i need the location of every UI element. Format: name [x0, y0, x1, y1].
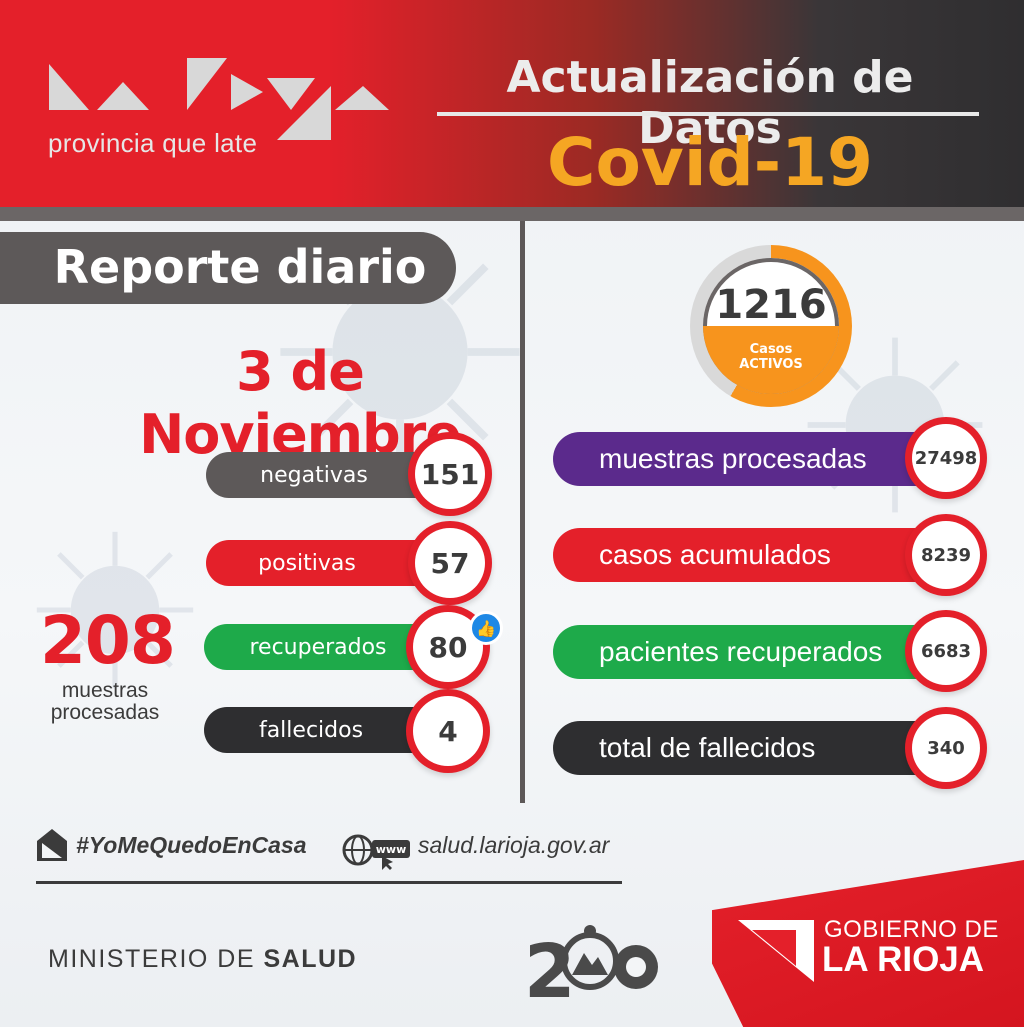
gobierno-line2: LA RIOJA: [822, 940, 985, 979]
cum-muestras-value: 27498: [915, 427, 977, 489]
globe-www-icon: [342, 834, 410, 870]
report-banner: [0, 232, 456, 304]
ministry-name: MINISTERIO DE SALUD: [48, 945, 357, 974]
www-label-svg: www: [376, 843, 407, 856]
cum-casos-pill: casos acumulados: [553, 528, 943, 582]
daily-negativas-label: negativas: [260, 462, 368, 488]
active-cases-value: 1216: [715, 282, 827, 328]
page-title: Actualización de Datos: [506, 52, 914, 154]
logo-subtitle: provincia que late: [48, 128, 258, 158]
header-banner: [0, 0, 1024, 207]
cum-muestras-pill: muestras procesadas: [553, 432, 943, 486]
footer-divider: [36, 881, 622, 884]
daily-fallecidos-pill: fallecidos: [204, 707, 442, 753]
cum-recuperados-value: 6683: [915, 620, 977, 682]
cum-recuperados-pill: pacientes recuperados: [553, 625, 943, 679]
cum-recuperados-label: pacientes recuperados: [599, 636, 883, 667]
cum-casos-value: 8239: [915, 524, 977, 586]
panel-divider: [520, 221, 525, 803]
cum-fallecidos-label: total de fallecidos: [599, 732, 816, 763]
active-cases-label-line1: Casos: [749, 342, 793, 357]
virus-icon: [36, 531, 194, 689]
www-label: www: [376, 843, 407, 856]
thumbs-up-icon: 👍: [469, 611, 503, 645]
header-bottom-strip: [0, 207, 1024, 221]
report-banner-label: Reporte diario: [53, 240, 427, 294]
house-hashtag-icon: [37, 829, 67, 861]
daily-positivas-value: 57: [418, 531, 482, 595]
active-cases-label: Casos ACTIVOS: [703, 342, 839, 372]
daily-recuperados-pill: recuperados: [204, 624, 442, 670]
active-cases-disc: [703, 258, 839, 394]
cum-muestras-label: muestras procesadas: [599, 443, 867, 474]
la-rioja-logo-icon: [49, 58, 389, 140]
gobierno-line1: GOBIERNO DE: [824, 916, 999, 943]
cum-fallecidos-value: 340: [915, 717, 977, 779]
daily-total-value: 208: [40, 602, 176, 679]
daily-positivas-pill: positivas: [206, 540, 442, 586]
hashtag-text: #YoMeQuedoEnCasa: [76, 832, 307, 858]
header-divider: [437, 112, 979, 116]
daily-positivas-label: positivas: [258, 550, 356, 576]
daily-recuperados-label: recuperados: [249, 634, 387, 660]
emblem-200-icon: 2: [524, 925, 658, 1005]
daily-fallecidos-label: fallecidos: [258, 717, 364, 743]
ministry-bold: SALUD: [263, 945, 358, 973]
page-subtitle: Covid-19: [547, 124, 873, 201]
cum-fallecidos-pill: total de fallecidos: [553, 721, 943, 775]
active-cases-label-line2: ACTIVOS: [739, 357, 803, 372]
website-link[interactable]: salud.larioja.gov.ar: [418, 832, 610, 858]
daily-negativas-value: 151: [418, 442, 482, 506]
daily-fallecidos-value: 4: [416, 699, 480, 763]
cum-casos-label: casos acumulados: [599, 539, 831, 570]
ministry-prefix: MINISTERIO DE: [48, 945, 256, 973]
gobierno-logo-icon: [738, 920, 814, 982]
daily-negativas-pill: negativas: [206, 452, 442, 498]
daily-total-label: muestras procesadas: [50, 679, 160, 724]
